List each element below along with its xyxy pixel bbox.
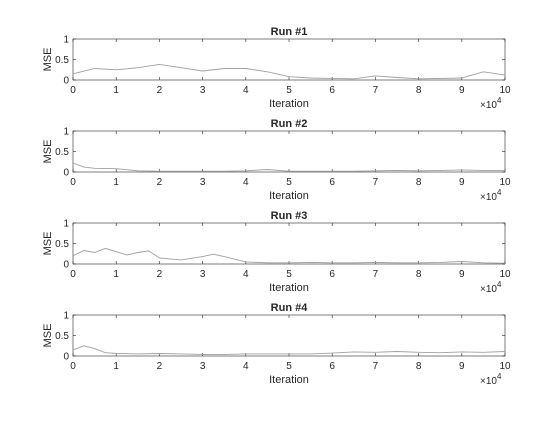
x-tick-label: 4	[243, 361, 249, 372]
chart-title-run-1: Run #1	[271, 26, 308, 38]
x-tick-label: 2	[157, 85, 163, 96]
x-tick-label: 10	[499, 269, 511, 280]
x-tick-label: 7	[373, 361, 379, 372]
x-tick-label: 5	[286, 269, 292, 280]
x-tick-label: 3	[200, 177, 206, 188]
plot-area-run-3	[72, 222, 506, 265]
x-tick-label: 6	[329, 177, 335, 188]
x-tick-label: 5	[286, 361, 292, 372]
x-tick-label: 1	[113, 85, 119, 96]
x-tick-label: 0	[70, 85, 76, 96]
x-tick-label: 1	[113, 177, 119, 188]
x-tick-label: 0	[70, 269, 76, 280]
series-line-run-2	[72, 162, 505, 172]
y-tick-label: 0	[63, 168, 69, 179]
x-tick-label: 10	[499, 85, 511, 96]
x-tick-label: 5	[286, 85, 292, 96]
x-tick-label: 9	[459, 361, 465, 372]
x-tick-label: 8	[416, 361, 422, 372]
x-tick-label: 0	[70, 177, 76, 188]
plot-area-run-2	[72, 130, 506, 173]
plot-area-run-4	[72, 314, 506, 357]
x-axis-label: Iteration	[269, 282, 309, 294]
x-tick-label: 4	[243, 269, 249, 280]
x-tick-label: 3	[200, 269, 206, 280]
y-axis-label: MSE	[42, 48, 54, 72]
x-tick-label: 3	[200, 85, 206, 96]
x-exponent-label: ×104	[480, 372, 502, 387]
x-tick-label: 10	[499, 361, 511, 372]
x-tick-label: 3	[200, 361, 206, 372]
x-tick-label: 2	[157, 269, 163, 280]
y-tick-label: 1	[63, 219, 69, 230]
y-tick-label: 1	[63, 127, 69, 138]
y-tick-label: 1	[63, 311, 69, 322]
x-tick-label: 7	[373, 85, 379, 96]
y-axis-label: MSE	[42, 232, 54, 256]
x-tick-label: 6	[329, 269, 335, 280]
x-tick-label: 4	[243, 85, 249, 96]
x-tick-label: 0	[70, 361, 76, 372]
x-tick-label: 1	[113, 269, 119, 280]
y-axis-label: MSE	[42, 140, 54, 164]
x-exponent-label: ×104	[480, 188, 502, 203]
x-tick-label: 1	[113, 361, 119, 372]
x-tick-label: 8	[416, 85, 422, 96]
y-tick-label: 1	[63, 35, 69, 46]
series-line-run-3	[72, 247, 506, 264]
plot-area-run-1	[72, 38, 506, 81]
y-tick-label: 0	[63, 76, 69, 87]
chart-title-run-4: Run #4	[271, 302, 309, 314]
x-tick-label: 6	[329, 361, 335, 372]
x-tick-label: 7	[373, 177, 379, 188]
x-tick-label: 5	[286, 177, 292, 188]
y-tick-label: 0	[63, 260, 69, 271]
x-exponent-label: ×104	[480, 96, 502, 111]
x-tick-label: 6	[329, 85, 335, 96]
x-axis-label: Iteration	[269, 98, 309, 110]
series-line-run-1	[72, 63, 506, 80]
y-tick-label: 0.5	[55, 331, 69, 342]
x-tick-label: 2	[157, 177, 163, 188]
y-tick-label: 0	[63, 352, 69, 363]
chart-title-run-2: Run #2	[271, 118, 308, 130]
x-axis-label: Iteration	[269, 374, 309, 386]
x-tick-label: 9	[459, 177, 465, 188]
y-axis-label: MSE	[42, 324, 54, 348]
x-tick-label: 8	[416, 269, 422, 280]
x-tick-label: 4	[243, 177, 249, 188]
x-tick-label: 10	[499, 177, 511, 188]
x-tick-label: 8	[416, 177, 422, 188]
y-tick-label: 0.5	[55, 239, 69, 250]
x-tick-label: 2	[157, 361, 163, 372]
series-line-run-4	[72, 345, 506, 355]
chart-title-run-3: Run #3	[271, 210, 308, 222]
y-tick-label: 0.5	[55, 147, 69, 158]
x-tick-label: 9	[459, 269, 465, 280]
x-axis-label: Iteration	[269, 190, 309, 202]
x-exponent-label: ×104	[480, 280, 502, 295]
x-tick-label: 7	[373, 269, 379, 280]
x-tick-label: 9	[459, 85, 465, 96]
y-tick-label: 0.5	[55, 55, 69, 66]
